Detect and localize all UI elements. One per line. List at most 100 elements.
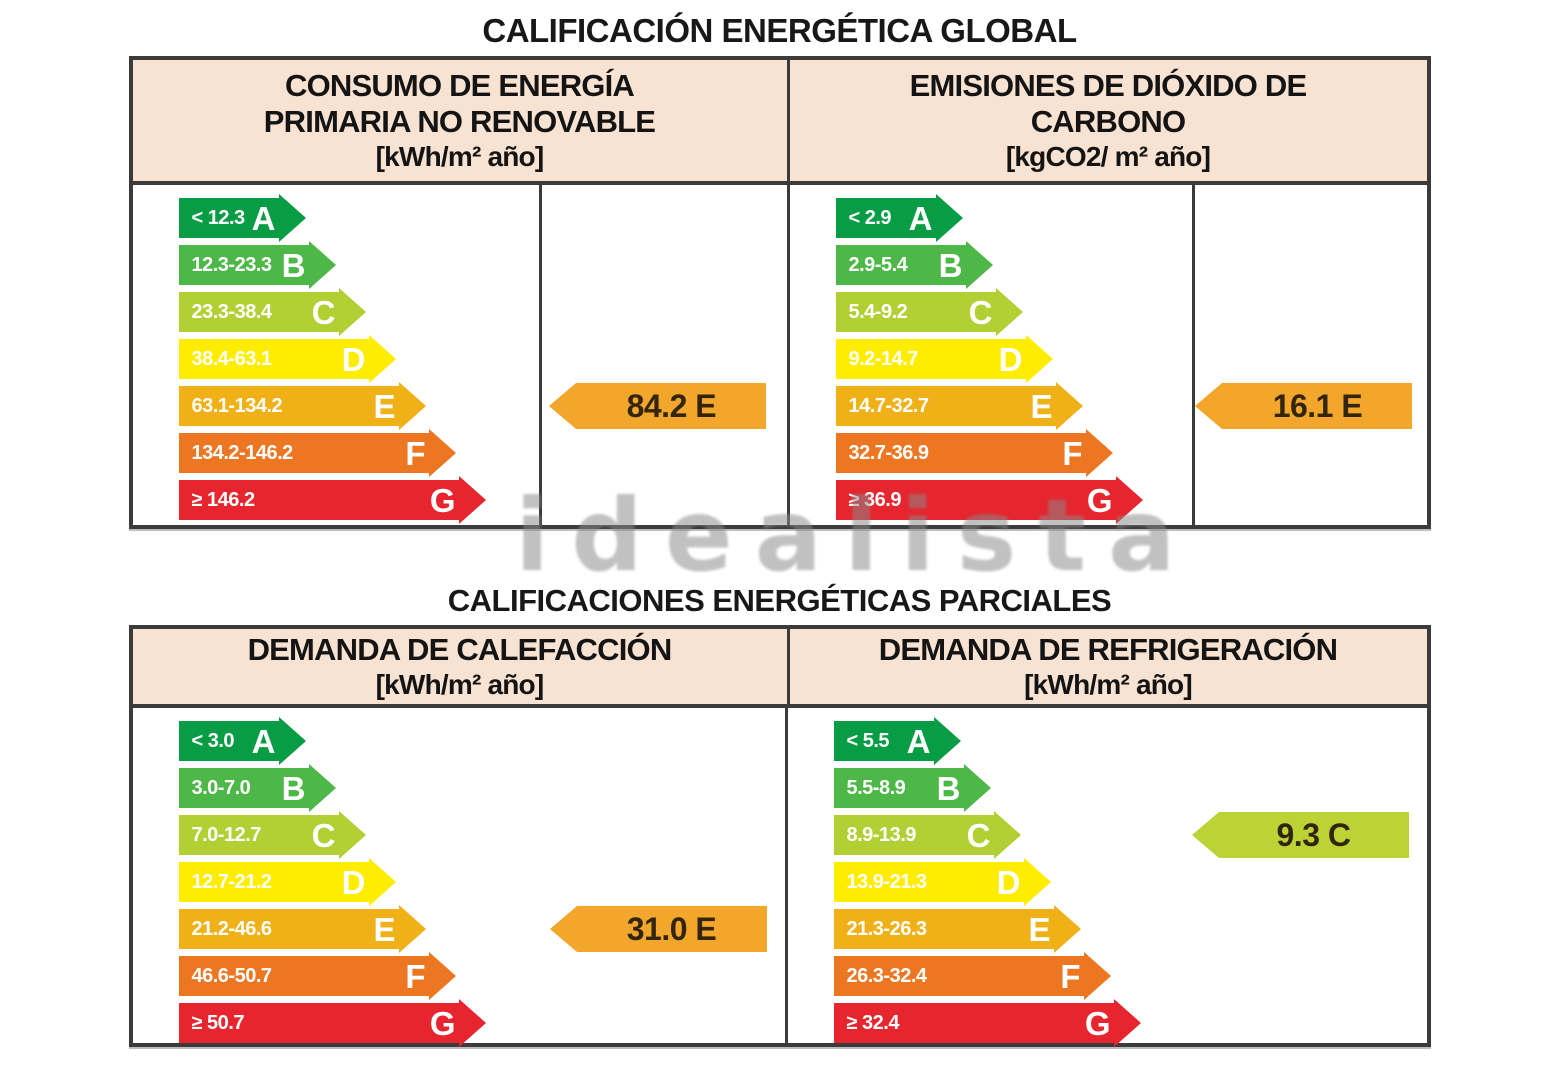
- scale-arrow-a: < 5.5 A: [833, 721, 934, 761]
- scale-range-label: 13.9-21.3: [846, 870, 928, 893]
- consumo-title-line2: PRIMARIA NO RENOVABLE: [263, 104, 656, 139]
- scale-range-label: 46.6-50.7: [191, 964, 273, 987]
- scale-grade-letter: C: [966, 816, 991, 854]
- scale-range-label: 5.5-8.9: [846, 776, 906, 799]
- scale-range-label: 12.7-21.2: [191, 870, 273, 893]
- scale-grade-letter: F: [1060, 957, 1081, 995]
- scale-range-label: 8.9-13.9: [846, 823, 917, 846]
- refrigeracion-title: DEMANDA DE REFRIGERACIÓN: [878, 632, 1338, 667]
- refrigeracion-scale: < 5.5 A 5.5-8.9 B 8.9-13.9 C 13.9-21.3 D 21.3-26…: [833, 721, 1427, 1043]
- global-table-header: CONSUMO DE ENERGÍA PRIMARIA NO RENOVABLE…: [132, 60, 1427, 185]
- scale-arrow-e: 63.1-134.2 E: [178, 386, 399, 426]
- scale-arrow-e: 14.7-32.7 E: [835, 386, 1056, 426]
- scale-arrow-a: < 12.3 A: [178, 198, 279, 238]
- global-ratings-table: CONSUMO DE ENERGÍA PRIMARIA NO RENOVABLE…: [128, 56, 1431, 529]
- scale-grade-letter: F: [405, 957, 426, 995]
- scale-arrow-a: < 3.0 A: [178, 721, 279, 761]
- scale-grade-letter: D: [996, 863, 1021, 901]
- scale-range-label: 21.3-26.3: [846, 917, 928, 940]
- scale-grade-letter: A: [251, 722, 276, 760]
- scale-arrow-e: 21.3-26.3 E: [833, 909, 1054, 949]
- calefaccion-panel: < 3.0 A 3.0-7.0 B 7.0-12.7 C 12.7-21.2 D 21.2-46…: [133, 708, 788, 1043]
- refrigeracion-header: DEMANDA DE REFRIGERACIÓN [kWh/m² año]: [790, 629, 1427, 704]
- calefaccion-unit: [kWh/m² año]: [375, 669, 545, 700]
- scale-range-label: 7.0-12.7: [191, 823, 262, 846]
- refrigeracion-rating-arrow: 9.3 C: [1218, 812, 1409, 858]
- scale-range-label: 134.2-146.2: [191, 441, 294, 464]
- calefaccion-title: DEMANDA DE CALEFACCIÓN: [247, 632, 673, 667]
- scale-grade-letter: E: [1030, 387, 1053, 425]
- emisiones-scale: < 2.9 A 2.9-5.4 B 5.4-9.2 C 9.2-14.7 D 14.7-32.7…: [790, 185, 1195, 525]
- scale-arrow-f: 26.3-32.4 F: [833, 956, 1084, 996]
- scale-grade-letter: G: [1084, 1004, 1111, 1042]
- scale-range-label: ≥ 36.9: [848, 488, 902, 511]
- consumo-value-cell: 84.2 E: [542, 185, 790, 525]
- scale-grade-letter: E: [1028, 910, 1051, 948]
- scale-arrow-g: ≥ 146.2 G: [178, 480, 459, 520]
- scale-arrow-f: 32.7-36.9 F: [835, 433, 1086, 473]
- scale-arrow-g: ≥ 50.7 G: [178, 1003, 459, 1043]
- scale-grade-letter: B: [281, 246, 306, 284]
- scale-grade-letter: G: [1086, 481, 1113, 519]
- scale-range-label: 2.9-5.4: [848, 253, 908, 276]
- scale-range-label: 12.3-23.3: [191, 253, 273, 276]
- scale-range-label: ≥ 32.4: [846, 1011, 900, 1034]
- scale-range-label: 26.3-32.4: [846, 964, 928, 987]
- scale-arrow-b: 3.0-7.0 B: [178, 768, 309, 808]
- consumo-header: CONSUMO DE ENERGÍA PRIMARIA NO RENOVABLE…: [133, 60, 790, 181]
- scale-arrow-g: ≥ 36.9 G: [835, 480, 1116, 520]
- scale-range-label: < 2.9: [848, 206, 892, 229]
- emisiones-header: EMISIONES DE DIÓXIDO DE CARBONO [kgCO2/ …: [790, 60, 1427, 181]
- scale-arrow-d: 13.9-21.3 D: [833, 862, 1024, 902]
- scale-arrow-d: 38.4-63.1 D: [178, 339, 369, 379]
- scale-arrow-c: 23.3-38.4 C: [178, 292, 339, 332]
- emisiones-title-line1: EMISIONES DE DIÓXIDO DE: [909, 68, 1308, 103]
- scale-range-label: < 12.3: [191, 206, 246, 229]
- scale-range-label: 5.4-9.2: [848, 300, 908, 323]
- scale-grade-letter: A: [908, 199, 933, 237]
- scale-range-label: 32.7-36.9: [848, 441, 930, 464]
- emisiones-value-cell: 16.1 E: [1195, 185, 1427, 525]
- scale-grade-letter: G: [429, 1004, 456, 1042]
- emisiones-title-line2: CARBONO: [1030, 104, 1186, 139]
- scale-grade-letter: F: [405, 434, 426, 472]
- scale-range-label: 63.1-134.2: [191, 394, 283, 417]
- scale-grade-letter: D: [998, 340, 1023, 378]
- scale-grade-letter: F: [1062, 434, 1083, 472]
- scale-range-label: ≥ 50.7: [191, 1011, 245, 1034]
- calefaccion-rating-arrow: 31.0 E: [576, 906, 767, 952]
- refrigeracion-unit: [kWh/m² año]: [1024, 669, 1193, 700]
- partial-table-header: DEMANDA DE CALEFACCIÓN [kWh/m² año] DEMA…: [132, 629, 1427, 708]
- scale-arrow-c: 7.0-12.7 C: [178, 815, 339, 855]
- scale-arrow-b: 2.9-5.4 B: [835, 245, 966, 285]
- refrigeracion-panel: < 5.5 A 5.5-8.9 B 8.9-13.9 C 13.9-21.3 D 21.3-26…: [788, 708, 1427, 1043]
- scale-arrow-c: 8.9-13.9 C: [833, 815, 994, 855]
- scale-arrow-c: 5.4-9.2 C: [835, 292, 996, 332]
- scale-arrow-a: < 2.9 A: [835, 198, 936, 238]
- consumo-title-line1: CONSUMO DE ENERGÍA: [284, 68, 635, 103]
- scale-arrow-f: 46.6-50.7 F: [178, 956, 429, 996]
- scale-arrow-f: 134.2-146.2 F: [178, 433, 429, 473]
- consumo-unit: [kWh/m² año]: [375, 141, 545, 172]
- scale-range-label: < 5.5: [846, 729, 890, 752]
- scale-grade-letter: G: [429, 481, 456, 519]
- scale-range-label: ≥ 146.2: [191, 488, 256, 511]
- scale-range-label: 9.2-14.7: [848, 347, 919, 370]
- scale-range-label: 21.2-46.6: [191, 917, 273, 940]
- scale-arrow-e: 21.2-46.6 E: [178, 909, 399, 949]
- scale-grade-letter: C: [311, 816, 336, 854]
- scale-range-label: < 3.0: [191, 729, 235, 752]
- global-table-body: < 12.3 A 12.3-23.3 B 23.3-38.4 C 38.4-63.1 D 63.…: [133, 185, 1427, 525]
- scale-grade-letter: B: [936, 769, 961, 807]
- scale-grade-letter: A: [251, 199, 276, 237]
- scale-grade-letter: B: [938, 246, 963, 284]
- calefaccion-header: DEMANDA DE CALEFACCIÓN [kWh/m² año]: [133, 629, 790, 704]
- scale-grade-letter: B: [281, 769, 306, 807]
- scale-range-label: 23.3-38.4: [191, 300, 273, 323]
- calefaccion-scale: < 3.0 A 3.0-7.0 B 7.0-12.7 C 12.7-21.2 D 21.2-46…: [178, 721, 785, 1043]
- scale-grade-letter: A: [906, 722, 931, 760]
- scale-grade-letter: E: [373, 387, 396, 425]
- scale-range-label: 14.7-32.7: [848, 394, 930, 417]
- scale-grade-letter: D: [341, 340, 366, 378]
